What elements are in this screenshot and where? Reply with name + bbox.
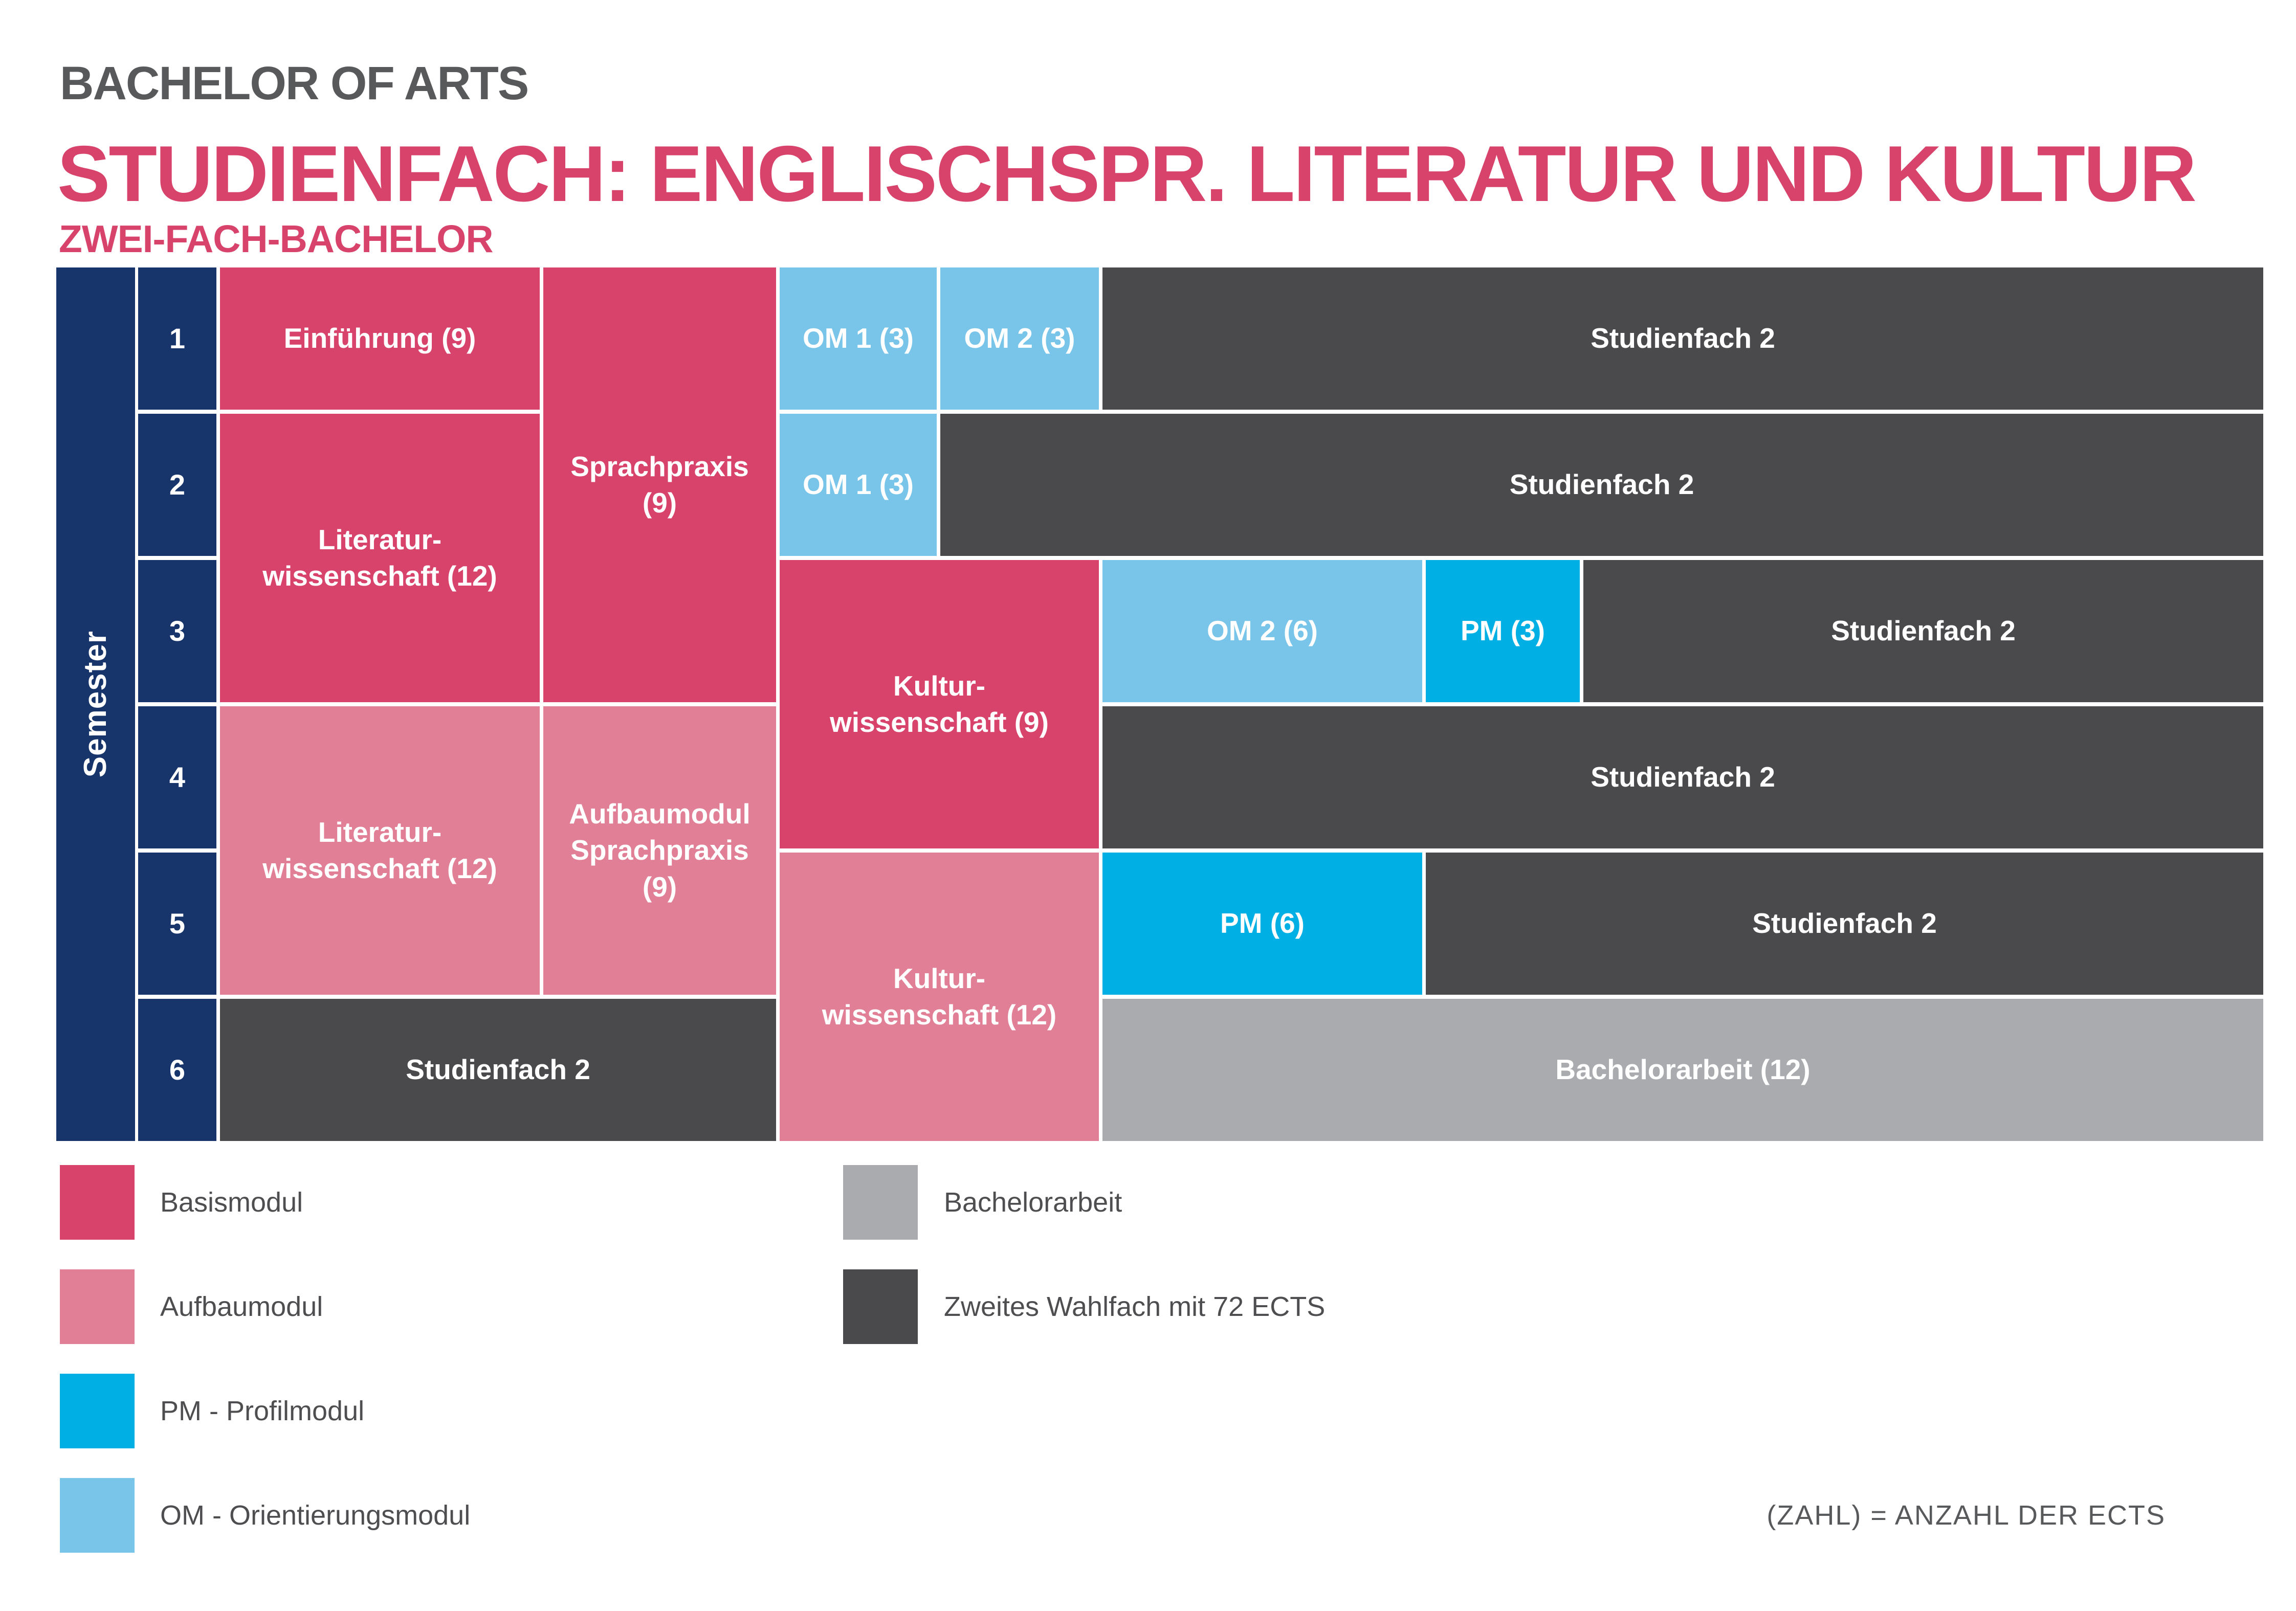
page-title: STUDIENFACH: ENGLISCHSPR. LITERATUR UND … bbox=[57, 129, 2197, 218]
legend-swatch-aufbaumodul bbox=[60, 1269, 135, 1344]
legend-label-basismodul: Basismodul bbox=[160, 1187, 303, 1218]
semester-cell-5: 5 bbox=[138, 853, 216, 995]
legend-label-aufbaumodul: Aufbaumodul bbox=[160, 1291, 323, 1322]
cell-aufbaumodul-sprachpraxis: Aufbaumodul Sprachpraxis (9) bbox=[543, 706, 776, 995]
legend-label-zweites-wahlfach: Zweites Wahlfach mit 72 ECTS bbox=[944, 1291, 1326, 1322]
ects-footnote: (ZAHL) = ANZAHL DER ECTS bbox=[1767, 1500, 2166, 1531]
cell-bachelorarbeit: Bachelorarbeit (12) bbox=[1102, 999, 2263, 1141]
cell-kulturwissenschaft-12: Kultur- wissenschaft (12) bbox=[780, 853, 1099, 1141]
legend-swatch-bachelorarbeit bbox=[843, 1165, 918, 1240]
legend-swatch-basismodul bbox=[60, 1165, 135, 1240]
semester-cell-1: 1 bbox=[138, 267, 216, 410]
legend-label-bachelorarbeit: Bachelorarbeit bbox=[944, 1187, 1122, 1218]
cell-om2-sem3: OM 2 (6) bbox=[1102, 560, 1422, 702]
cell-studienfach2-sem6: Studienfach 2 bbox=[220, 999, 776, 1141]
cell-pm-sem5: PM (6) bbox=[1102, 853, 1422, 995]
page-eyebrow: BACHELOR OF ARTS bbox=[60, 57, 529, 109]
semester-cell-6: 6 bbox=[138, 999, 216, 1141]
cell-studienfach2-sem1: Studienfach 2 bbox=[1102, 267, 2263, 410]
legend-label-orientierungsmodul: OM - Orientierungsmodul bbox=[160, 1500, 471, 1531]
cell-studienfach2-sem2: Studienfach 2 bbox=[940, 414, 2263, 556]
semester-cell-2: 2 bbox=[138, 414, 216, 556]
semester-axis-label: Semester bbox=[77, 631, 113, 778]
cell-om2-sem1: OM 2 (3) bbox=[940, 267, 1099, 410]
legend-label-profilmodul: PM - Profilmodul bbox=[160, 1396, 365, 1426]
cell-einfuehrung: Einführung (9) bbox=[220, 267, 540, 410]
cell-sprachpraxis: Sprachpraxis (9) bbox=[543, 267, 776, 702]
cell-literaturwissenschaft-basis: Literatur- wissenschaft (12) bbox=[220, 414, 540, 702]
cell-kulturwissenschaft-9: Kultur- wissenschaft (9) bbox=[780, 560, 1099, 848]
cell-literaturwissenschaft-aufbau: Literatur- wissenschaft (12) bbox=[220, 706, 540, 995]
cell-studienfach2-sem4: Studienfach 2 bbox=[1102, 706, 2263, 848]
semester-cell-3: 3 bbox=[138, 560, 216, 702]
cell-om1-sem2: OM 1 (3) bbox=[780, 414, 937, 556]
legend-swatch-zweites-wahlfach bbox=[843, 1269, 918, 1344]
semester-cell-4: 4 bbox=[138, 706, 216, 848]
cell-studienfach2-sem3: Studienfach 2 bbox=[1583, 560, 2263, 702]
cell-om1-sem1: OM 1 (3) bbox=[780, 267, 937, 410]
semester-axis: Semester bbox=[56, 267, 135, 1141]
cell-pm-sem3: PM (3) bbox=[1426, 560, 1580, 702]
page-subtitle: ZWEI-FACH-BACHELOR bbox=[59, 217, 494, 260]
cell-studienfach2-sem5: Studienfach 2 bbox=[1426, 853, 2263, 995]
legend-swatch-orientierungsmodul bbox=[60, 1478, 135, 1553]
legend-swatch-profilmodul bbox=[60, 1374, 135, 1448]
